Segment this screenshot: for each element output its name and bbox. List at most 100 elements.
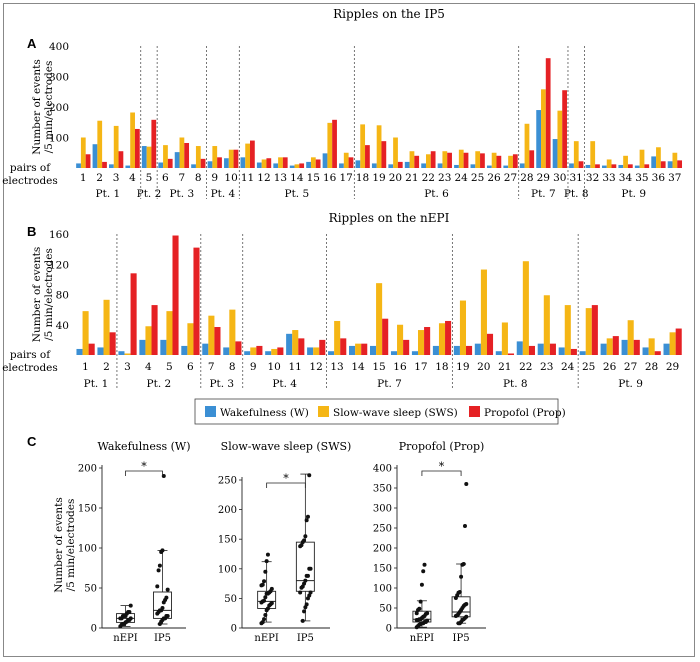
- bar-prop: [595, 164, 600, 168]
- x-tick-label: 18: [435, 361, 448, 373]
- y-tick-label: 200: [373, 544, 392, 555]
- bar-wake: [495, 351, 502, 355]
- bar-wake: [328, 351, 335, 355]
- data-point: [165, 614, 170, 618]
- bar-sws: [627, 320, 634, 355]
- bar-prop: [381, 141, 387, 168]
- bar-sws: [557, 110, 563, 168]
- bar-sws: [425, 154, 431, 168]
- bar-wake: [322, 153, 328, 168]
- bar-sws: [524, 123, 530, 168]
- legend-swatch-wake: [205, 406, 216, 417]
- bar-prop: [340, 338, 347, 355]
- bar-sws: [648, 338, 655, 355]
- bar-wake: [265, 351, 272, 355]
- bar-wake: [388, 164, 394, 168]
- data-point: [300, 618, 305, 623]
- data-point: [457, 590, 462, 594]
- bar-wake: [158, 162, 164, 168]
- y-tick-label: 200: [78, 464, 97, 475]
- x-tick-label: 11: [241, 172, 254, 184]
- x-tick-label: 23: [540, 361, 553, 373]
- x-tick-label: 31: [570, 172, 583, 184]
- bar-wake: [519, 163, 525, 168]
- data-point: [417, 606, 422, 611]
- x-tick-label: 15: [372, 361, 385, 373]
- bar-prop: [184, 142, 190, 168]
- x-tick-label: 6: [162, 172, 169, 184]
- significance-bracket: [266, 482, 306, 488]
- y-tick-label: 400: [373, 464, 392, 475]
- bar-wake: [503, 165, 509, 168]
- x-axis-label: electrodes: [2, 175, 58, 187]
- bar-sws: [480, 269, 487, 355]
- bar-wake: [411, 351, 418, 355]
- bar-sws: [409, 151, 415, 168]
- bar-sws: [292, 330, 299, 355]
- bar-sws: [541, 89, 546, 168]
- x-tick-label: 1: [82, 361, 89, 373]
- x-tick-label: IP5: [297, 633, 314, 644]
- x-tick-label: 5: [166, 361, 173, 373]
- bar-prop: [348, 157, 354, 168]
- bar-wake: [339, 163, 344, 168]
- bar-sws: [145, 326, 152, 355]
- data-point: [263, 595, 268, 600]
- bar-prop: [118, 151, 124, 168]
- bar-sws: [80, 137, 86, 168]
- bar-sws: [146, 146, 152, 168]
- bar-prop: [217, 157, 222, 168]
- bar-sws: [442, 151, 448, 168]
- bar-wake: [552, 139, 558, 168]
- data-point: [155, 584, 160, 589]
- bar-prop: [397, 161, 403, 168]
- group-label: Pt. 7: [377, 378, 402, 390]
- y-tick-label: 160: [49, 229, 69, 241]
- data-point: [262, 598, 267, 603]
- data-point: [165, 587, 170, 592]
- bar-prop: [109, 332, 116, 355]
- boxplot-title: Slow-wave sleep (SWS): [221, 440, 352, 453]
- y-tick-label: 100: [78, 544, 97, 555]
- y-tick-label: 0: [231, 624, 237, 635]
- x-tick-label: 17: [414, 361, 427, 373]
- x-tick-label: nEPI: [113, 633, 137, 644]
- significance-star: *: [283, 472, 289, 485]
- bar-prop: [570, 348, 577, 355]
- x-tick-label: 36: [652, 172, 666, 184]
- bar-sws: [639, 149, 645, 168]
- data-point: [419, 582, 424, 587]
- data-point: [303, 534, 308, 539]
- bar-sws: [82, 311, 89, 355]
- bar-prop: [85, 154, 91, 168]
- x-tick-label: 32: [586, 172, 599, 184]
- data-point: [308, 590, 313, 595]
- x-tick-label: 22: [519, 361, 532, 373]
- group-label: Pt. 8: [564, 188, 589, 200]
- group-label: Pt. 6: [424, 188, 449, 200]
- boxplot-title: Wakefulness (W): [97, 440, 190, 453]
- bar-sws: [278, 157, 283, 168]
- x-tick-label: 29: [666, 361, 679, 373]
- x-tick-label: 7: [208, 361, 215, 373]
- bar-sws: [623, 155, 628, 168]
- bar-prop: [675, 328, 682, 355]
- bar-prop: [612, 336, 619, 355]
- bar-sws: [334, 320, 341, 355]
- bar-sws: [271, 348, 278, 355]
- x-tick-label: 35: [635, 172, 648, 184]
- data-point: [164, 595, 169, 600]
- bar-sws: [606, 159, 612, 168]
- bar-prop: [463, 152, 469, 168]
- data-point: [302, 538, 307, 543]
- panel-title-b: Ripples on the nEPI: [329, 211, 450, 225]
- y-tick-label: 120: [49, 259, 69, 271]
- bar-sws: [313, 347, 320, 355]
- bar-sws: [261, 159, 267, 168]
- data-point: [461, 562, 466, 566]
- group-label: Pt. 4: [211, 188, 236, 200]
- bar-sws: [103, 299, 110, 355]
- x-tick-label: 10: [267, 361, 280, 373]
- x-tick-label: 21: [405, 172, 418, 184]
